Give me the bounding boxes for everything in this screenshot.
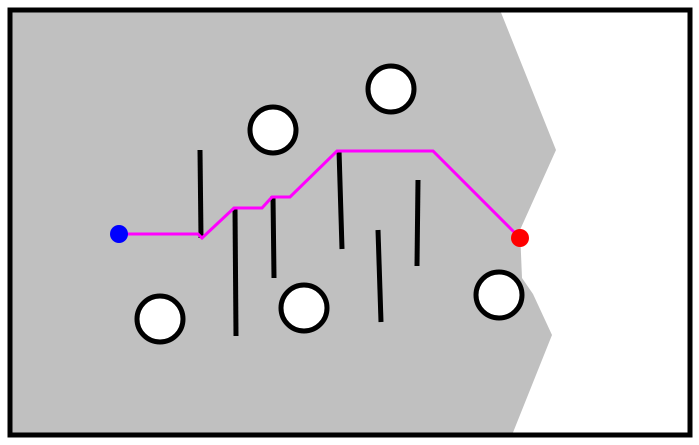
walls: [197, 149, 421, 337]
map-border: [7, 7, 693, 438]
circle-obstacle: [365, 63, 417, 115]
wall-segment: [232, 207, 239, 337]
circle-obstacle: [134, 293, 186, 345]
goal-point: [511, 229, 529, 247]
wall-segment: [270, 195, 277, 279]
planned-path: [119, 149, 522, 241]
obstacles: [134, 63, 525, 345]
circle-obstacle: [473, 269, 525, 321]
wall-segment: [336, 149, 345, 250]
circle-obstacle: [247, 104, 299, 156]
start-point: [110, 225, 128, 243]
circle-obstacle: [278, 282, 330, 334]
wall-segment: [197, 149, 204, 239]
explored-region: [10, 10, 556, 435]
wall-segment: [414, 179, 421, 267]
wall-segment: [375, 229, 384, 323]
